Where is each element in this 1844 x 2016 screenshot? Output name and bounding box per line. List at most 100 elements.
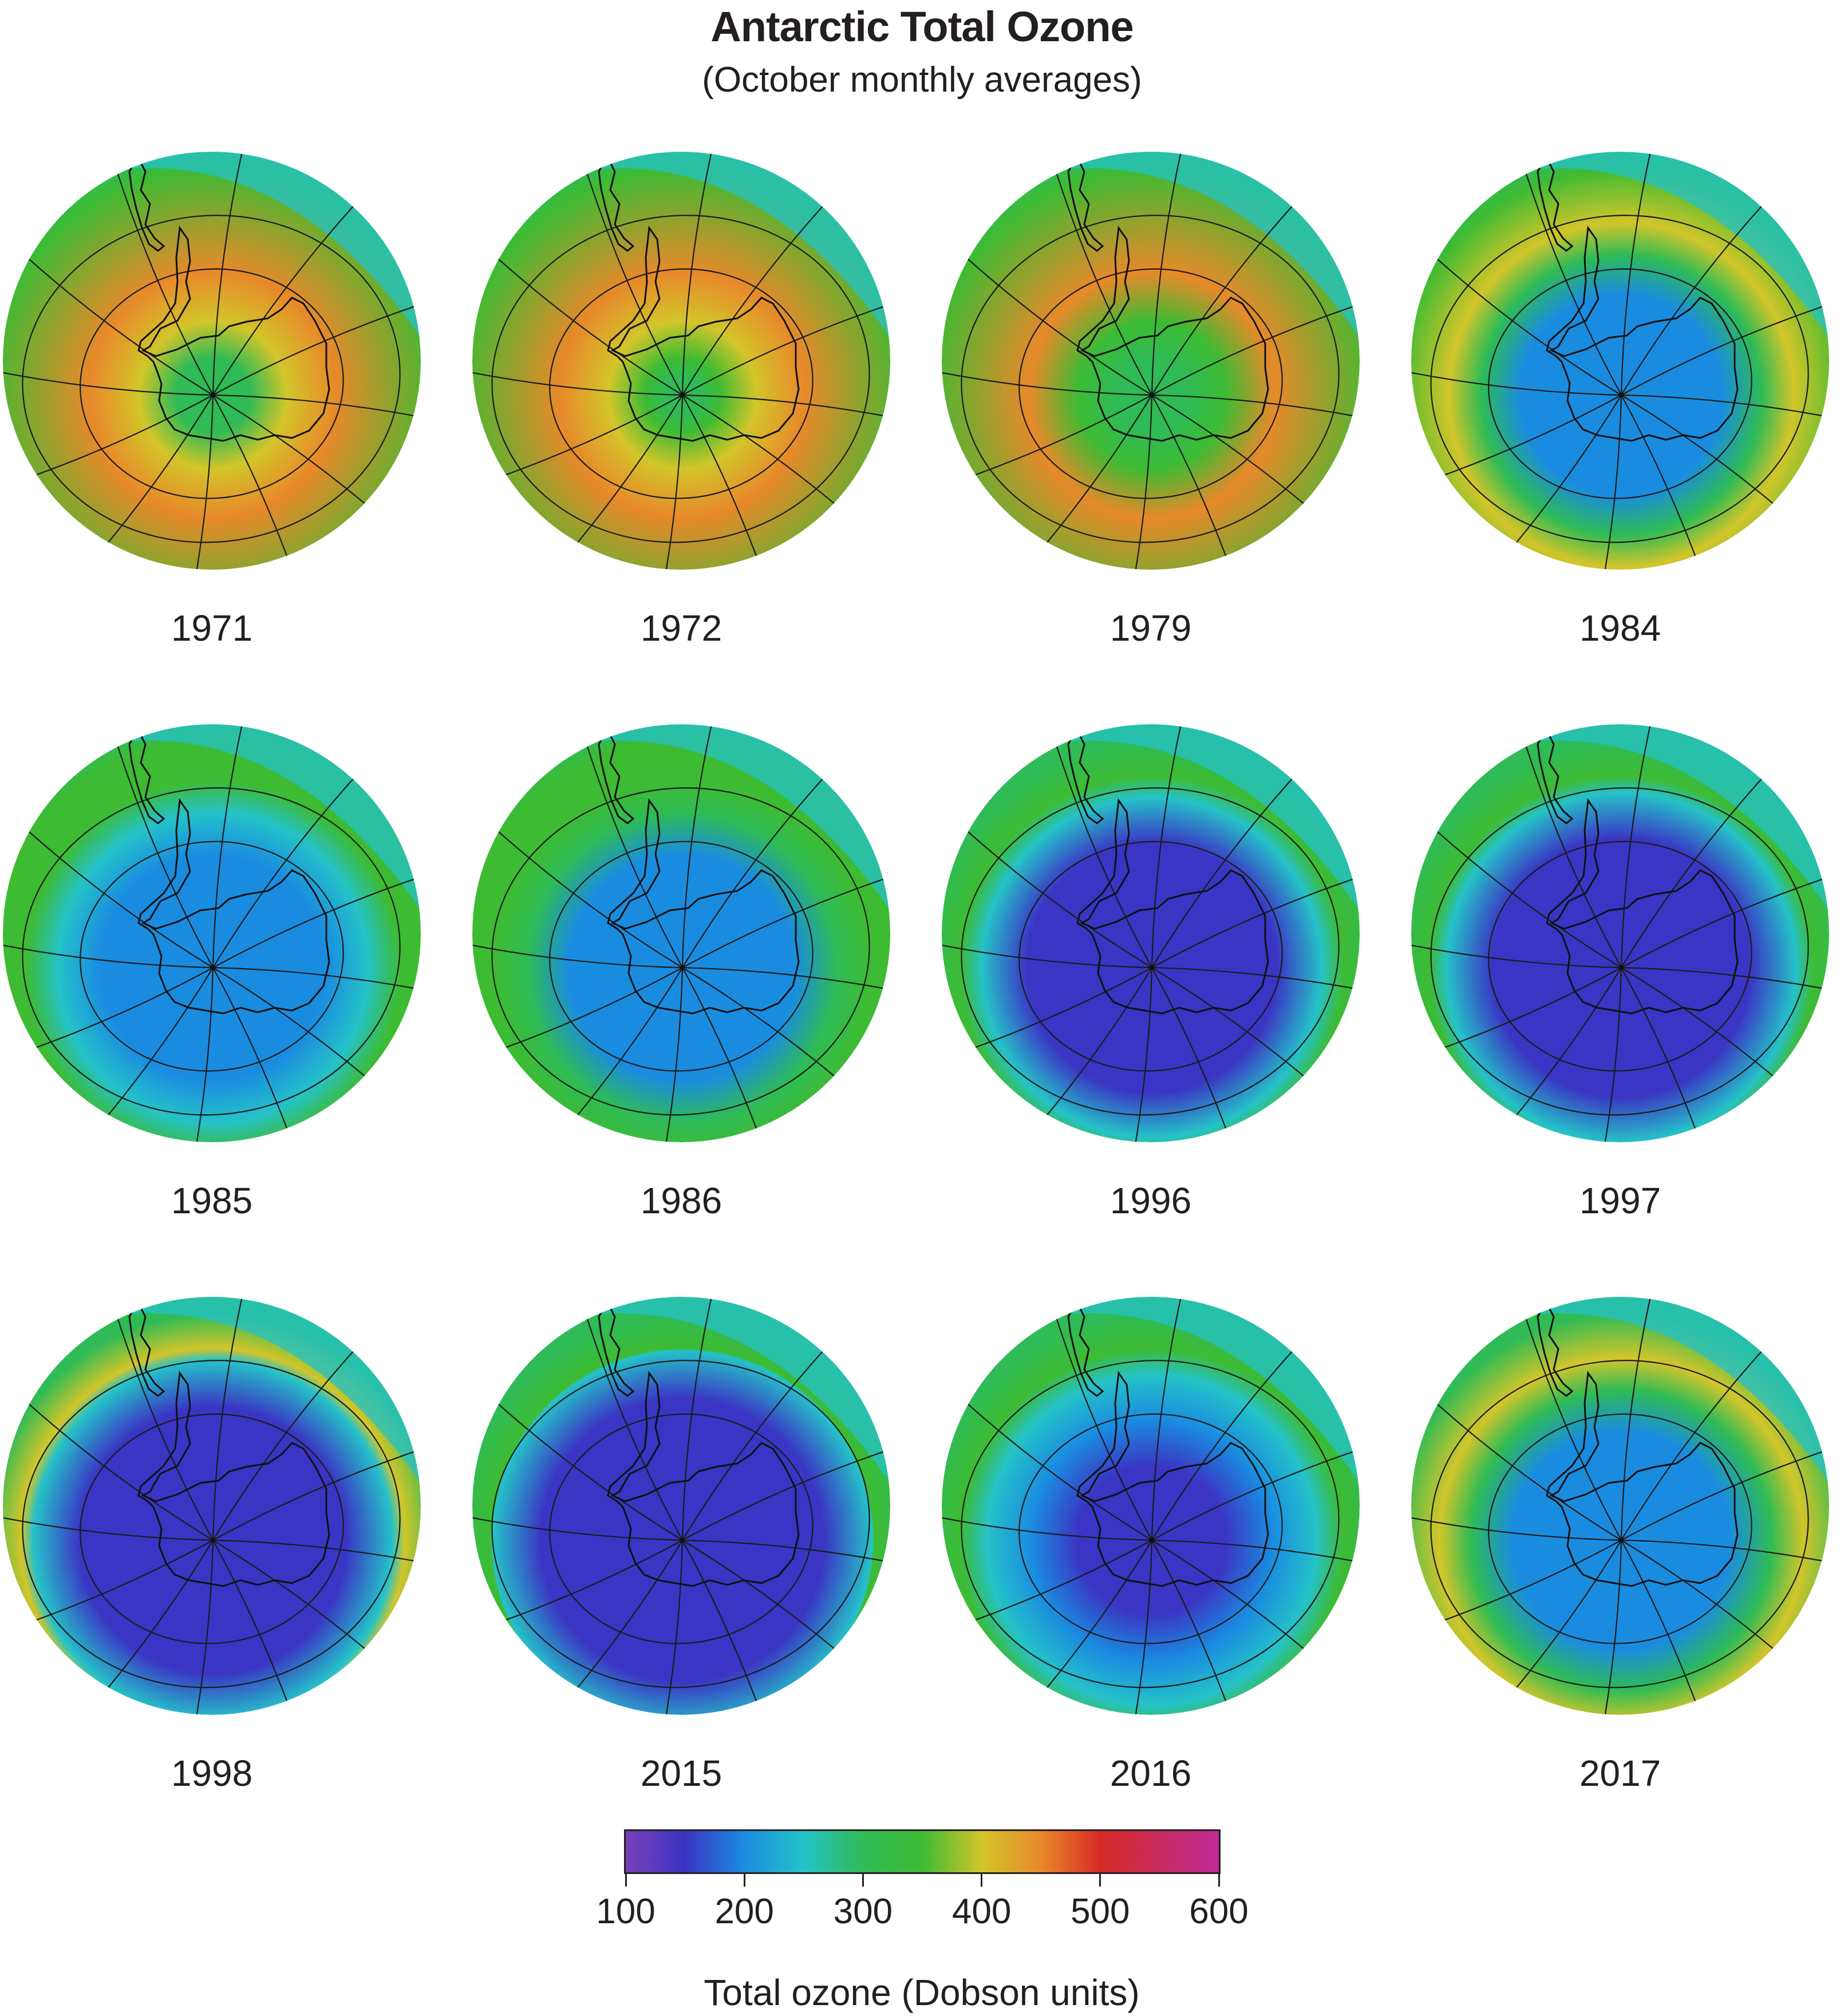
ozone-panel: 1985 [0, 721, 424, 1225]
meridian-line [1621, 1428, 1829, 1541]
latitude-circle [549, 1413, 814, 1644]
ozone-panel: 1984 [1408, 149, 1832, 653]
meridian-line [681, 152, 725, 396]
ozone-globe [942, 724, 1360, 1142]
meridian-line [1579, 394, 1622, 570]
meridian-line [1621, 855, 1829, 968]
ozone-panel: 1972 [469, 149, 893, 653]
ozone-globe [3, 724, 421, 1142]
antarctica-coastline [1546, 1370, 1739, 1587]
meridian-line [1620, 152, 1664, 396]
meridian-line [212, 724, 255, 968]
meridian-line [942, 394, 1152, 507]
meridian-line [1151, 283, 1360, 396]
latitude-circle [1018, 268, 1283, 499]
meridian-line [640, 1540, 684, 1715]
latitude-circle [80, 268, 344, 499]
latitude-circle [80, 841, 344, 1072]
ozone-panel: 2017 [1408, 1294, 1832, 1798]
meridian-line [1151, 1297, 1194, 1541]
ozone-panel: 1979 [939, 149, 1363, 653]
ozone-globe [1411, 724, 1829, 1142]
meridian-line [1411, 353, 1622, 396]
colorbar-tick [862, 1874, 864, 1887]
meridian-line [1109, 394, 1153, 570]
colorbar-tick-label: 300 [833, 1892, 893, 1931]
latitude-circle [961, 787, 1340, 1116]
ozone-panel: 1998 [0, 1294, 424, 1798]
latitude-circle [22, 215, 401, 543]
latitude-circle [1488, 268, 1752, 499]
latitude-circle [549, 268, 814, 499]
antarctica-coastline [1546, 225, 1739, 442]
meridian-line [1621, 1540, 1734, 1715]
south-pole-marker [680, 965, 685, 970]
latitude-circle [1430, 1360, 1809, 1688]
meridian-line [212, 394, 325, 570]
meridian-line [3, 353, 214, 396]
year-label: 1971 [171, 607, 253, 649]
ozone-panel: 2015 [469, 1294, 893, 1798]
meridian-line [942, 925, 1152, 969]
meridian-line [212, 283, 421, 396]
meridian-line [682, 967, 795, 1142]
meridian-line [1109, 967, 1153, 1142]
meridian-line [682, 283, 890, 396]
colorbar-tick-label: 600 [1189, 1892, 1249, 1931]
ozone-panel: 1971 [0, 149, 424, 653]
meridian-line [472, 1540, 683, 1652]
ozone-panel: 1986 [469, 721, 893, 1225]
meridian-line [212, 1428, 421, 1541]
meridian-line [212, 855, 421, 968]
meridian-line [1621, 1539, 1829, 1583]
graticule [1411, 724, 1829, 1142]
meridian-line [212, 966, 421, 1010]
meridian-line [682, 1428, 890, 1541]
meridian-line [1579, 1540, 1622, 1715]
ozone-globe [942, 152, 1360, 570]
colorbar: 100 200 300 400 500 600 Total ozone (Dobson u… [596, 1829, 1249, 2013]
meridian-line [212, 1540, 325, 1715]
south-america-coastline [128, 1299, 165, 1397]
meridian-line [682, 1540, 795, 1715]
meridian-line [681, 1297, 725, 1541]
meridian-line [1411, 967, 1622, 1080]
year-label: 1984 [1579, 607, 1661, 649]
south-america-coastline [598, 726, 635, 824]
latitude-circle [80, 1413, 344, 1644]
latitude-circle [491, 787, 870, 1116]
south-pole-marker [211, 965, 215, 970]
meridian-line [942, 1540, 1152, 1652]
meridian-line [1620, 1297, 1664, 1541]
meridian-line [3, 394, 214, 507]
meridian-line [29, 1540, 214, 1715]
colorbar-tick-label: 500 [1071, 1892, 1130, 1931]
antarctica-coastline [137, 798, 330, 1015]
year-label: 2015 [640, 1753, 722, 1794]
year-label: 1979 [1109, 607, 1192, 649]
meridian-line [1151, 855, 1360, 968]
meridian-line [29, 394, 214, 570]
year-label: 1986 [640, 1180, 722, 1221]
meridian-line [472, 1498, 683, 1541]
ozone-globe [3, 152, 421, 570]
meridian-line [499, 1540, 683, 1715]
meridian-line [1151, 1428, 1360, 1541]
latitude-circle [1488, 841, 1752, 1072]
meridian-line [1621, 967, 1734, 1142]
antarctica-coastline [607, 1370, 800, 1587]
meridian-line [1621, 394, 1829, 437]
south-pole-marker [1150, 393, 1154, 397]
ozone-panel: 1996 [939, 721, 1363, 1225]
meridian-line [212, 967, 325, 1142]
meridian-line [968, 394, 1152, 570]
south-pole-marker [1619, 965, 1624, 970]
meridian-line [942, 353, 1152, 396]
meridian-line [681, 724, 725, 968]
antarctica-coastline [607, 798, 800, 1015]
year-label: 1997 [1579, 1180, 1661, 1221]
meridian-line [1151, 1540, 1264, 1715]
meridian-line [1151, 1539, 1360, 1583]
antarctica-coastline [1076, 798, 1269, 1015]
meridian-line [3, 925, 214, 969]
